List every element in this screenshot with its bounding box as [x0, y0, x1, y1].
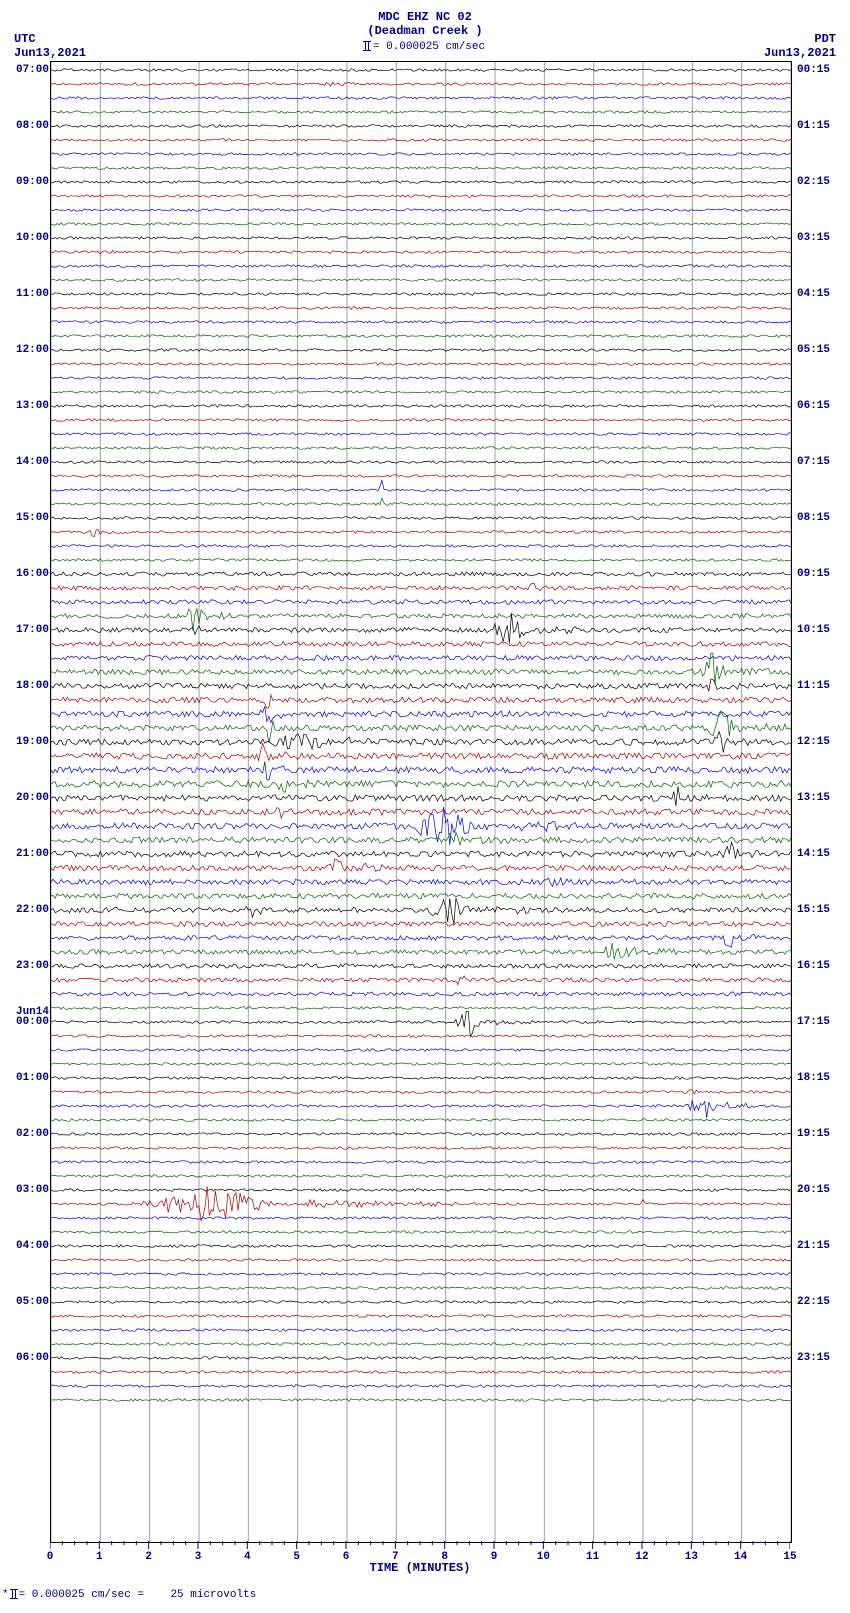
x-tick-label: 5 — [293, 1551, 300, 1563]
x-tick-label: 6 — [343, 1551, 350, 1563]
y-label-right: 14:15 — [797, 848, 845, 860]
x-axis: 0123456789101112131415 TIME (MINUTES) — [50, 1543, 790, 1583]
y-label-right: 00:15 — [797, 64, 845, 76]
x-tick-label: 10 — [537, 1551, 550, 1563]
seismogram-page: MDC EHZ NC 02 (Deadman Creek ) UTC Jun13… — [0, 0, 850, 1611]
y-label-right: 20:15 — [797, 1184, 845, 1196]
y-label-left: 05:00 — [1, 1296, 49, 1308]
x-tick-label: 8 — [441, 1551, 448, 1563]
y-label-right: 02:15 — [797, 176, 845, 188]
location-line: (Deadman Creek ) — [0, 24, 850, 38]
x-tick-label: 7 — [392, 1551, 399, 1563]
y-label-left: 08:00 — [1, 120, 49, 132]
y-label-right: 11:15 — [797, 680, 845, 692]
y-label-right: 01:15 — [797, 120, 845, 132]
y-label-right: 09:15 — [797, 568, 845, 580]
x-tick-label: 11 — [586, 1551, 599, 1563]
y-label-right: 19:15 — [797, 1128, 845, 1140]
tz-right: PDT Jun13,2021 — [764, 32, 836, 60]
y-label-right: 18:15 — [797, 1072, 845, 1084]
y-label-right: 07:15 — [797, 456, 845, 468]
x-tick-label: 2 — [145, 1551, 152, 1563]
x-tick-label: 12 — [635, 1551, 648, 1563]
header: MDC EHZ NC 02 (Deadman Creek ) — [0, 0, 850, 39]
station-line: MDC EHZ NC 02 — [0, 10, 850, 24]
x-tick-label: 13 — [685, 1551, 698, 1563]
x-ticks: 0123456789101112131415 — [50, 1543, 790, 1557]
y-label-left: 11:00 — [1, 288, 49, 300]
y-label-right: 17:15 — [797, 1016, 845, 1028]
y-label-right: 06:15 — [797, 400, 845, 412]
y-label-left: 20:00 — [1, 792, 49, 804]
x-tick-label: 9 — [491, 1551, 498, 1563]
x-tick-label: 14 — [734, 1551, 747, 1563]
y-label-left: 23:00 — [1, 960, 49, 972]
y-label-left: 03:00 — [1, 1184, 49, 1196]
y-label-right: 23:15 — [797, 1352, 845, 1364]
y-label-right: 05:15 — [797, 344, 845, 356]
y-label-left: 02:00 — [1, 1128, 49, 1140]
scale-indicator: = 0.000025 cm/sec — [0, 41, 850, 53]
x-tick-label: 1 — [96, 1551, 103, 1563]
y-label-left: 18:00 — [1, 680, 49, 692]
y-label-left: 22:00 — [1, 904, 49, 916]
y-label-left: 21:00 — [1, 848, 49, 860]
y-label-right: 08:15 — [797, 512, 845, 524]
tz-left: UTC Jun13,2021 — [14, 32, 86, 60]
y-label-left: 07:00 — [1, 64, 49, 76]
y-label-right: 04:15 — [797, 288, 845, 300]
y-label-left: 15:00 — [1, 512, 49, 524]
y-label-left: 17:00 — [1, 624, 49, 636]
y-label-right: 22:15 — [797, 1296, 845, 1308]
y-label-left: 09:00 — [1, 176, 49, 188]
y-label-right: 10:15 — [797, 624, 845, 636]
x-tick-label: 4 — [244, 1551, 251, 1563]
x-axis-label: TIME (MINUTES) — [50, 1561, 790, 1575]
x-tick-label: 3 — [195, 1551, 202, 1563]
y-label-left: 06:00 — [1, 1352, 49, 1364]
y-label-left: 00:00 — [1, 1016, 49, 1028]
y-label-right: 13:15 — [797, 792, 845, 804]
y-label-left: 10:00 — [1, 232, 49, 244]
y-label-right: 03:15 — [797, 232, 845, 244]
y-label-left: 14:00 — [1, 456, 49, 468]
footer-scale: *= 0.000025 cm/sec = 25 microvolts — [0, 1583, 850, 1611]
x-tick-label: 0 — [47, 1551, 54, 1563]
helicorder-plot: 07:0008:0009:0010:0011:0012:0013:0014:00… — [50, 61, 792, 1543]
y-label-left: 16:00 — [1, 568, 49, 580]
y-label-left: 04:00 — [1, 1240, 49, 1252]
y-label-left: 19:00 — [1, 736, 49, 748]
y-label-right: 21:15 — [797, 1240, 845, 1252]
x-tick-label: 15 — [783, 1551, 796, 1563]
y-label-right: 15:15 — [797, 904, 845, 916]
y-label-left: 13:00 — [1, 400, 49, 412]
y-label-right: 16:15 — [797, 960, 845, 972]
y-label-left: 12:00 — [1, 344, 49, 356]
y-label-right: 12:15 — [797, 736, 845, 748]
y-label-left: 01:00 — [1, 1072, 49, 1084]
